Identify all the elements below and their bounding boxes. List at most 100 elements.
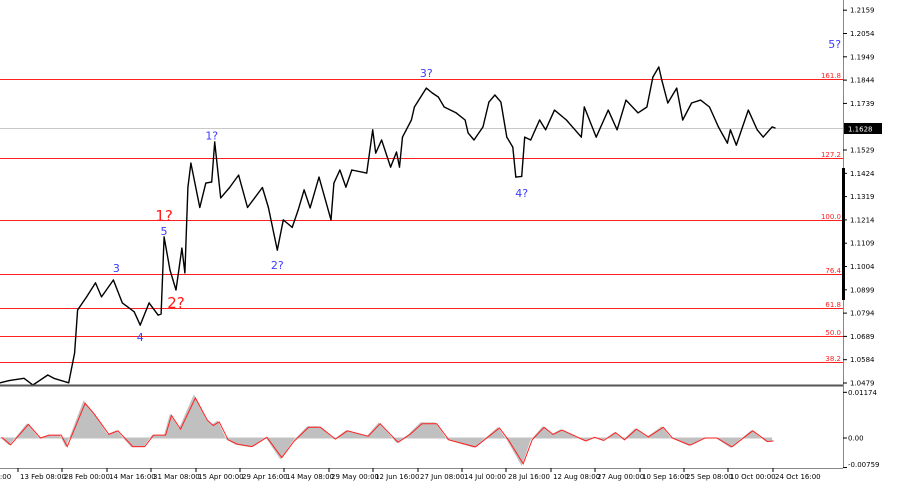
indicator-tick-label: 0.00: [848, 435, 864, 443]
time-tick-label: 15 Apr 00:00: [198, 473, 244, 481]
price-tick-label: 1.0794: [850, 310, 875, 318]
wave-label: 5: [161, 225, 168, 238]
price-point: [708, 106, 711, 108]
price-axis[interactable]: 1.2159 1.2054 1.1949 1.1844 1.1739 1.1529 1.14…: [843, 7, 875, 388]
price-point: [261, 186, 263, 189]
price-tick-label: 1.2159: [850, 7, 875, 15]
fib-level-label: 38.2: [825, 355, 841, 363]
price-point: [139, 324, 141, 326]
price-tick-label: 1.0899: [850, 286, 875, 294]
price-point: [94, 282, 97, 284]
time-tick-label: 27 Jun 08:00: [420, 473, 464, 481]
oscillator-histogram: [0, 394, 773, 466]
wave-label: 1?: [155, 207, 173, 225]
wave-label: 2?: [167, 294, 185, 312]
price-point: [717, 126, 720, 128]
price-point: [276, 249, 278, 251]
price-point: [756, 129, 758, 131]
price-point: [580, 136, 582, 138]
wave-label: 3: [113, 262, 120, 275]
indicator-tick-label: 0.01174: [848, 389, 877, 397]
price-point: [401, 136, 404, 138]
time-tick-label: 27 Aug 00:00: [597, 473, 644, 481]
price-point: [735, 144, 737, 146]
price-tick-label: 1.1529: [850, 147, 875, 155]
price-point: [8, 380, 10, 382]
price-point: [333, 182, 335, 184]
price-point: [205, 182, 207, 184]
price-point: [229, 186, 231, 189]
price-point: [74, 352, 76, 354]
price-point: [455, 112, 457, 114]
price-point: [53, 377, 55, 379]
price-point: [774, 127, 776, 129]
price-tick-label: 1.1844: [850, 77, 875, 85]
price-point: [157, 314, 159, 316]
price-tick-label: 1.2054: [850, 30, 875, 38]
fibonacci-levels: 161.8 127.2 100.0 76.4 61.8 50.0 38.2: [0, 72, 843, 363]
price-point: [366, 172, 368, 174]
price-point: [539, 119, 541, 121]
price-point: [330, 219, 332, 221]
time-tick-label: 12 Aug 08:00: [553, 473, 600, 481]
price-point: [246, 206, 249, 209]
price-point: [494, 94, 496, 96]
price-point: [726, 142, 729, 144]
price-point: [100, 296, 103, 298]
price-point: [467, 132, 469, 134]
price-point: [121, 302, 123, 304]
price-point: [646, 106, 648, 108]
price-point: [68, 382, 70, 384]
price-point: [372, 129, 374, 131]
price-axis-scroll-marker[interactable]: [842, 168, 845, 300]
price-point: [464, 119, 466, 121]
fib-level-label: 100.0: [821, 213, 841, 221]
price-point: [309, 207, 311, 209]
price-point: [148, 302, 150, 304]
price-point: [661, 79, 663, 81]
price-point: [184, 272, 186, 274]
price-point: [160, 313, 162, 315]
price-point: [413, 106, 415, 108]
price-point: [339, 169, 341, 171]
price-point: [220, 197, 222, 199]
price-point: [211, 181, 213, 183]
price-point: [473, 139, 475, 141]
price-point: [637, 112, 639, 114]
price-tick-label: 1.1739: [850, 100, 875, 108]
price-point: [691, 102, 693, 104]
price-point: [133, 311, 135, 313]
time-tick-label: 24 Oct 16:00: [775, 473, 821, 481]
price-point: [667, 102, 669, 104]
price-point: [565, 119, 568, 121]
price-point: [437, 96, 439, 98]
time-tick-label: 14 Mar 16:00: [109, 473, 156, 481]
price-point: [267, 206, 269, 209]
price-point: [291, 226, 293, 228]
price-point: [390, 166, 392, 168]
price-point: [583, 106, 585, 108]
fib-level-label: 76.4: [825, 267, 841, 275]
wave-label: 1?: [205, 129, 218, 142]
price-point: [163, 236, 165, 238]
price-point: [318, 176, 320, 178]
time-tick-label: 25 Sep 08:00: [686, 473, 733, 481]
price-point: [521, 175, 523, 177]
price-point: [545, 129, 547, 131]
price-point: [607, 109, 609, 111]
price-point: [729, 129, 732, 131]
price-point: [410, 119, 412, 121]
fib-level-label: 50.0: [825, 329, 841, 337]
price-tick-label: 1.1004: [850, 263, 875, 271]
time-tick-label: 12 Jun 16:00: [375, 473, 419, 481]
price-point: [658, 66, 660, 68]
price-point: [345, 186, 347, 188]
fib-level-label: 161.8: [821, 72, 841, 80]
price-tick-label: 1.0479: [850, 380, 875, 388]
current-price-tag: 1.1628: [844, 123, 882, 134]
price-point: [199, 206, 201, 209]
fib-level-label: 61.8: [825, 301, 841, 309]
price-point: [86, 296, 88, 298]
